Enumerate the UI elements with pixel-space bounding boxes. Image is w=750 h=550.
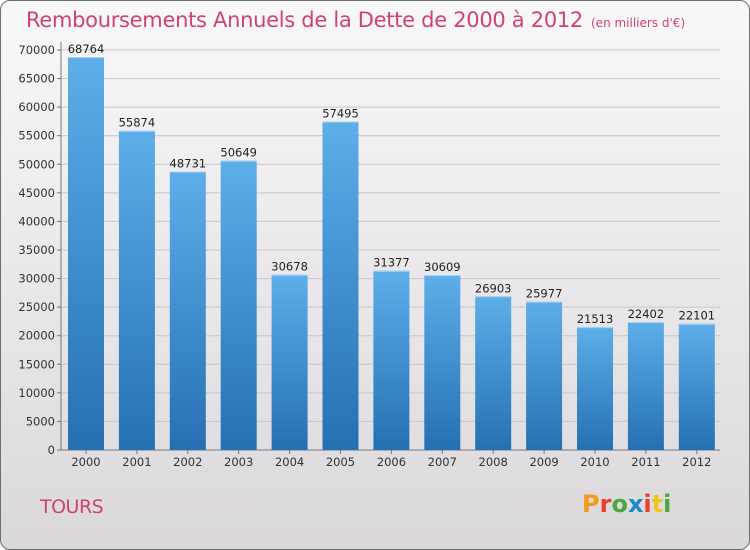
city-name: TOURS (40, 496, 104, 518)
x-axis-ticks: 2000 2001 2002 2003 2004 2005 2006 2007 2008 2009… (71, 450, 711, 469)
logo-letter: x (627, 490, 644, 518)
y-tick-label: 55000 (18, 129, 55, 143)
logo-letter: r (599, 490, 612, 518)
bar (577, 327, 613, 450)
bar (526, 301, 563, 450)
bar-data-label: 48731 (170, 157, 207, 171)
y-tick-label: 60000 (18, 100, 55, 114)
x-tick-label: 2008 (479, 455, 508, 469)
y-tick-label: 25000 (18, 300, 55, 314)
bar-data-label: 55874 (119, 116, 156, 130)
bar (271, 274, 308, 450)
logo-letter: t (651, 490, 664, 518)
x-tick-label: 2010 (580, 455, 609, 469)
bar-data-label: 50649 (220, 146, 257, 160)
y-tick-label: 0 (48, 443, 55, 457)
y-tick-label: 65000 (18, 72, 55, 86)
bar-data-label: 22101 (679, 309, 716, 323)
y-tick-label: 5000 (26, 414, 55, 428)
logo-letter: i (643, 490, 652, 518)
bar (627, 321, 664, 450)
bar (169, 171, 206, 450)
bars: 68764 55874 48731 50649 30678 57495 31377 30609… (68, 42, 715, 450)
bar (373, 270, 410, 450)
y-tick-label: 20000 (18, 329, 55, 343)
bar-data-label: 57495 (322, 106, 359, 120)
x-tick-label: 2012 (682, 455, 711, 469)
x-tick-label: 2005 (326, 455, 355, 469)
chart-subtitle: (en milliers d'€) (591, 16, 686, 30)
x-tick-label: 2009 (529, 455, 558, 469)
y-tick-label: 70000 (18, 43, 55, 57)
y-tick-label: 40000 (18, 214, 55, 228)
bar-data-label: 21513 (577, 312, 614, 326)
x-tick-label: 2007 (428, 455, 457, 469)
proxiti-logo[interactable]: Proxiti (582, 490, 671, 518)
bar (118, 130, 155, 450)
x-tick-label: 2002 (173, 455, 202, 469)
x-tick-label: 2003 (224, 455, 253, 469)
bar (475, 296, 512, 450)
bar-data-label: 68764 (68, 42, 105, 56)
y-tick-label: 15000 (18, 357, 55, 371)
bar (424, 275, 461, 450)
bar-data-label: 30609 (424, 260, 461, 274)
logo-letter: P (582, 490, 600, 518)
bar-data-label: 26903 (475, 281, 512, 295)
bar-data-label: 25977 (526, 287, 563, 301)
bar-data-label: 30678 (271, 260, 308, 274)
y-tick-label: 30000 (18, 272, 55, 286)
x-tick-label: 2004 (275, 455, 304, 469)
chart-title: Remboursements Annuels de la Dette de 20… (26, 8, 685, 32)
bar-data-label: 22402 (628, 307, 665, 321)
y-tick-label: 45000 (18, 186, 55, 200)
bar-data-label: 31377 (373, 256, 410, 270)
x-tick-label: 2001 (122, 455, 151, 469)
logo-letter: i (663, 490, 672, 518)
bar (220, 160, 257, 450)
bar (678, 323, 715, 450)
x-tick-label: 2011 (631, 455, 660, 469)
x-tick-label: 2006 (377, 455, 406, 469)
chart-title-text: Remboursements Annuels de la Dette de 20… (26, 8, 583, 32)
bar (68, 57, 104, 450)
y-tick-label: 35000 (18, 243, 55, 257)
x-tick-label: 2000 (71, 455, 100, 469)
y-tick-label: 50000 (18, 157, 55, 171)
logo-letter: o (611, 490, 628, 518)
y-axis-ticks: 0 5000 10000 15000 20000 25000 30000 35000 40000… (18, 43, 61, 457)
bar (322, 121, 359, 450)
y-tick-label: 10000 (18, 386, 55, 400)
